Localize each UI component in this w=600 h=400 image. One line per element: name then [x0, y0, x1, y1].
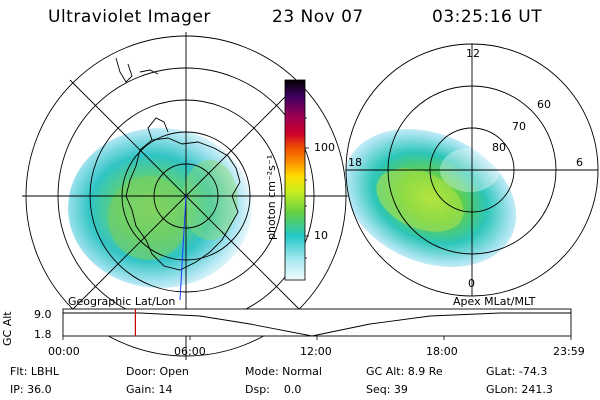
info-door: Door: Open	[126, 365, 189, 378]
info-ip: IP: 36.0	[10, 383, 52, 396]
auroral-emission-arc-left	[182, 160, 238, 240]
info-glon: GLon: 241.3	[486, 383, 553, 396]
magnetic-caption: Apex MLat/MLT	[453, 295, 536, 308]
altitude-xtick-1800: 18:00	[426, 345, 458, 358]
info-gc-alt: GC Alt: 8.9 Re	[366, 365, 443, 378]
colorbar-tick-100: 100	[314, 141, 335, 154]
magnetic-map	[345, 43, 599, 297]
altitude-ytick-high: 9.0	[34, 308, 52, 321]
colorbar-unit-label: photon cm⁻²s⁻¹	[265, 154, 278, 240]
auroral-emission-core-left	[108, 176, 188, 260]
altitude-xtick-0000: 00:00	[48, 345, 80, 358]
info-glat: GLat: -74.3	[486, 365, 548, 378]
colorbar-ticks	[305, 117, 309, 259]
instrument-title: Ultraviolet Imager	[48, 7, 211, 27]
altitude-xtick-2359: 23:59	[553, 345, 585, 358]
mlt-label-12: 12	[466, 47, 480, 60]
coastlines-left	[115, 57, 241, 271]
lat-label-80: 80	[492, 141, 506, 154]
altitude-xtick-1200: 12:00	[300, 345, 332, 358]
altitude-curve	[63, 312, 571, 337]
altitude-x-ticks	[62, 336, 572, 340]
mlt-lines-right	[346, 44, 598, 296]
geographic-caption: Geographic Lat/Lon	[68, 295, 176, 308]
lat-label-60: 60	[537, 98, 551, 111]
altitude-ylabel: GC Alt	[1, 311, 14, 346]
auroral-oval-core-right	[376, 168, 464, 232]
mlt-label-0: 0	[468, 277, 475, 290]
date-label: 23 Nov 07	[272, 7, 364, 27]
altitude-ytick-low: 1.8	[34, 328, 52, 341]
mlt-label-18: 18	[348, 156, 362, 169]
time-label: 03:25:16 UT	[432, 7, 543, 27]
info-dsp: Dsp: 0.0	[245, 383, 302, 396]
colorbar	[284, 79, 306, 281]
info-mode: Mode: Normal	[245, 365, 322, 378]
sun-direction-line	[179, 195, 187, 301]
info-filter: Flt: LBHL	[10, 365, 59, 378]
lat-label-70: 70	[512, 120, 526, 133]
info-seq: Seq: 39	[366, 383, 408, 396]
info-gain: Gain: 14	[126, 383, 173, 396]
altitude-xtick-0600: 06:00	[174, 345, 206, 358]
geographic-map-content	[22, 32, 350, 360]
mlt-label-6: 6	[576, 156, 583, 169]
colorbar-tick-10: 10	[314, 229, 328, 242]
